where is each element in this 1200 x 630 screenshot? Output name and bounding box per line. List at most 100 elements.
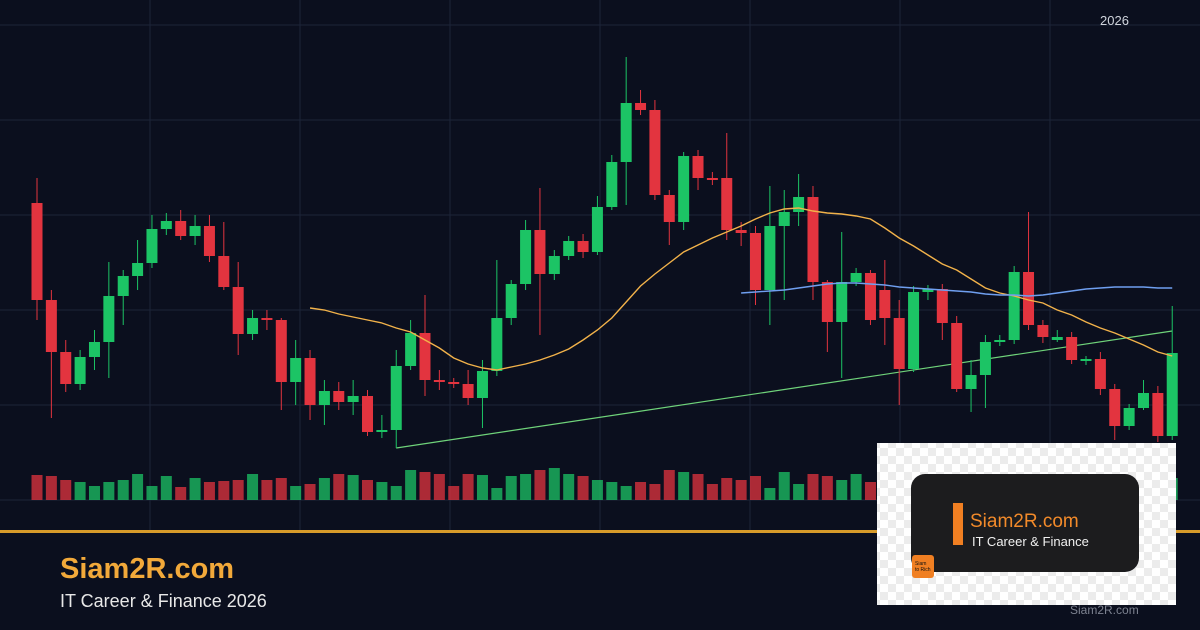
watermark: Siam2R.com bbox=[1070, 603, 1139, 617]
candle-body bbox=[692, 156, 704, 178]
volume-bar bbox=[318, 478, 330, 500]
candle-body bbox=[793, 197, 805, 212]
candle-body bbox=[922, 289, 934, 292]
candle-body bbox=[318, 391, 330, 405]
candle-body bbox=[620, 103, 632, 162]
volume-bar bbox=[60, 480, 72, 500]
candle-body bbox=[778, 212, 790, 226]
candle-body bbox=[879, 290, 891, 318]
candle-body bbox=[1051, 337, 1063, 340]
volume-bar bbox=[750, 476, 761, 500]
volume-bar bbox=[462, 474, 474, 500]
candle-body bbox=[893, 318, 905, 369]
candle-body bbox=[750, 233, 761, 290]
candle-body bbox=[175, 221, 187, 236]
candle-body bbox=[735, 230, 747, 233]
candle-body bbox=[635, 103, 647, 110]
candle-body bbox=[864, 273, 876, 320]
volume-bar bbox=[218, 481, 230, 500]
candle-body bbox=[807, 197, 819, 282]
candle-body bbox=[376, 430, 388, 432]
candle-body bbox=[1023, 272, 1035, 325]
candle-body bbox=[433, 380, 445, 382]
volume-bar bbox=[333, 474, 345, 500]
volume-bar bbox=[706, 484, 718, 500]
year-label: 2026 bbox=[1100, 13, 1129, 28]
volume-bar bbox=[448, 486, 460, 500]
logo-bar bbox=[953, 503, 963, 545]
volume-bar bbox=[275, 478, 287, 500]
candle-body bbox=[505, 284, 517, 318]
candle-body bbox=[1037, 325, 1049, 337]
candle-body bbox=[390, 366, 402, 430]
volume-bar bbox=[132, 474, 144, 500]
candle-body bbox=[462, 384, 474, 398]
moving-average bbox=[309, 207, 1173, 371]
volume-bar bbox=[721, 478, 733, 500]
candle-body bbox=[189, 226, 201, 236]
candle-body bbox=[232, 287, 244, 334]
volume-bar bbox=[821, 476, 833, 500]
volume-bar bbox=[735, 480, 747, 500]
volume-bar bbox=[807, 474, 819, 500]
volume-bar bbox=[88, 486, 100, 500]
volume-bar bbox=[678, 472, 690, 500]
candle-body bbox=[1137, 393, 1149, 408]
volume-bar bbox=[347, 475, 359, 500]
volume-bar bbox=[864, 482, 876, 500]
candle-body bbox=[606, 162, 618, 207]
volume-bar bbox=[117, 480, 129, 500]
candle-body bbox=[965, 375, 977, 389]
volume-bar bbox=[692, 474, 704, 500]
volume-bar bbox=[261, 480, 273, 500]
candle-body bbox=[419, 333, 431, 380]
candle-body bbox=[721, 178, 733, 230]
candle-body bbox=[534, 230, 546, 274]
candle-body bbox=[491, 318, 503, 371]
candle-body bbox=[304, 358, 316, 405]
candle-body bbox=[1094, 359, 1106, 389]
candle-body bbox=[1080, 359, 1092, 361]
candle-body bbox=[821, 282, 833, 322]
volume-bar bbox=[591, 480, 603, 500]
volume-bar bbox=[290, 486, 302, 500]
volume-bar bbox=[778, 472, 790, 500]
candle-body bbox=[60, 352, 72, 384]
candle-body bbox=[160, 221, 172, 229]
divider bbox=[0, 530, 1200, 533]
volume-bar bbox=[376, 482, 388, 500]
footer-brand: Siam2R.com bbox=[60, 553, 234, 585]
volume-bar bbox=[405, 470, 417, 500]
candle-body bbox=[563, 241, 575, 256]
candle-body bbox=[132, 263, 144, 276]
candle-body bbox=[405, 333, 417, 366]
candle-body bbox=[247, 318, 259, 334]
candle-body bbox=[45, 300, 57, 352]
candle-body bbox=[1123, 408, 1135, 426]
candle-body bbox=[1066, 337, 1078, 360]
candle-body bbox=[1152, 393, 1164, 436]
candle-body bbox=[706, 178, 718, 180]
candle-body bbox=[936, 289, 948, 323]
volume-bar bbox=[548, 468, 560, 500]
volume-bar bbox=[103, 482, 115, 500]
candle-body bbox=[908, 292, 920, 369]
volume-bar bbox=[649, 484, 661, 500]
candle-body bbox=[347, 396, 359, 402]
volume-bar bbox=[635, 482, 647, 500]
volume-bar bbox=[175, 487, 187, 500]
volume-bar bbox=[606, 482, 618, 500]
candle-body bbox=[764, 226, 776, 290]
volume-bar bbox=[563, 474, 575, 500]
candle-body bbox=[591, 207, 603, 252]
volume-bar bbox=[390, 486, 402, 500]
candle-body bbox=[261, 318, 273, 320]
candle-body bbox=[31, 203, 43, 300]
volume-bar bbox=[203, 482, 215, 500]
candle-body bbox=[74, 357, 86, 384]
volume-bar bbox=[577, 476, 589, 500]
candle-body bbox=[476, 371, 488, 398]
candle-body bbox=[663, 195, 675, 222]
candle-body bbox=[1166, 353, 1178, 436]
